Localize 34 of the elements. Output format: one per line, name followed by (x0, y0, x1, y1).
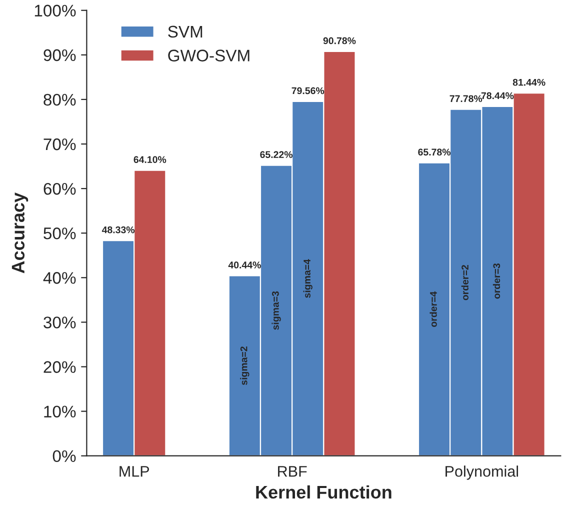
y-tick-label: 40% (43, 272, 76, 284)
data-label: 81.44% (512, 78, 546, 86)
y-tick-label: 90% (44, 49, 76, 62)
legend-label: SVM (168, 26, 202, 38)
y-axis-title: Accuracy (12, 192, 28, 274)
data-label: 40.44% (228, 262, 261, 268)
annotation: order=3 (492, 264, 500, 299)
y-tick-label: 0% (52, 450, 76, 462)
y-tick-label: 80% (44, 94, 76, 106)
data-label: 65.78% (418, 148, 450, 156)
y-tick-label: 10% (44, 406, 76, 418)
y-tick-label: 60% (44, 182, 76, 195)
data-label: 77.78% (450, 95, 482, 102)
data-label: 48.33% (102, 226, 135, 234)
data-label: 90.78% (323, 37, 356, 44)
annotation: sigma=2 (240, 346, 250, 386)
data-label: 64.10% (134, 156, 166, 164)
annotation: sigma=3 (272, 291, 281, 330)
x-tick-label: MLP (120, 466, 149, 477)
legend-label: GWO-SVM (168, 50, 250, 62)
annotation: order=4 (430, 291, 437, 327)
y-tick-label: 70% (44, 138, 76, 150)
data-label: 78.44% (481, 92, 514, 100)
y-tick-label: 20% (44, 361, 76, 373)
y-tick-label: 30% (44, 316, 76, 328)
annotation: order=2 (461, 265, 468, 300)
annotation: sigma=4 (303, 259, 312, 298)
x-tick-label: RBF (278, 466, 307, 477)
x-tick-label: Polynomial (446, 466, 518, 480)
data-label: 65.22% (260, 151, 293, 158)
y-tick-label: 100% (34, 4, 76, 17)
data-label: 79.56% (292, 87, 324, 94)
y-tick-label: 50% (44, 228, 76, 240)
x-axis-title: Kernel Function (256, 485, 392, 499)
